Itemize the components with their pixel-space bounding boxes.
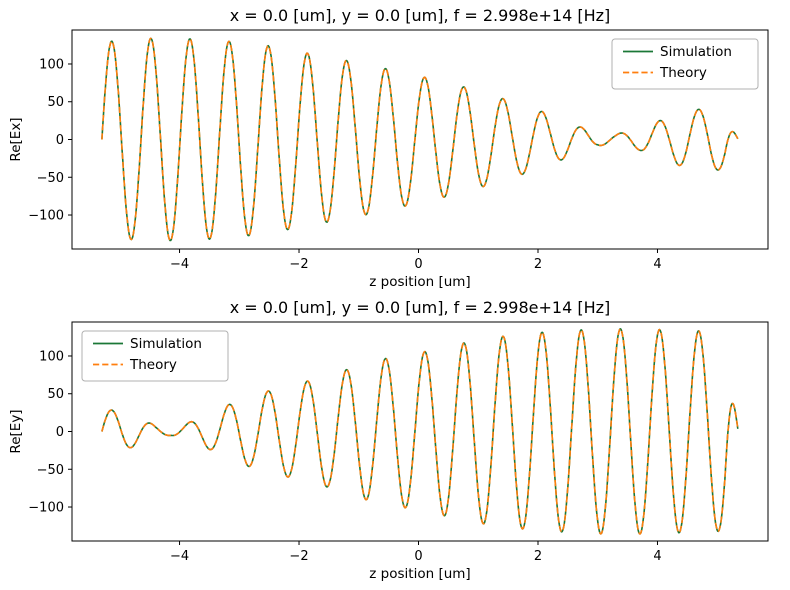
y-tick-label: −100 xyxy=(28,501,64,516)
curves-group xyxy=(101,37,739,242)
x-axis-label: z position [um] xyxy=(369,274,470,290)
y-tick-label: −100 xyxy=(28,209,64,224)
theory-line xyxy=(101,37,739,242)
x-tick-label: −2 xyxy=(289,549,308,564)
subplot-ex-title: x = 0.0 [um], y = 0.0 [um], f = 2.998e+1… xyxy=(229,6,611,25)
y-axis-label: Re[Ey] xyxy=(8,409,24,453)
legend-label: Simulation xyxy=(660,44,732,60)
y-tick-label: 100 xyxy=(39,349,64,364)
x-tick-label: −4 xyxy=(170,257,189,272)
x-tick-label: −2 xyxy=(289,257,308,272)
x-tick-label: 4 xyxy=(653,257,661,272)
y-tick-label: 100 xyxy=(39,57,64,72)
x-tick-label: 4 xyxy=(653,549,661,564)
y-tick-label: 50 xyxy=(47,95,64,110)
y-axis-label: Re[Ex] xyxy=(8,117,24,161)
x-tick-label: 2 xyxy=(534,549,542,564)
simulation-line xyxy=(101,328,739,535)
y-tick-label: 50 xyxy=(47,387,64,402)
legend-label: Simulation xyxy=(130,336,202,352)
y-tick-label: 0 xyxy=(56,425,64,440)
y-tick-label: −50 xyxy=(37,171,64,186)
y-tick-label: −50 xyxy=(37,463,64,478)
x-tick-label: 0 xyxy=(414,549,422,564)
y-tick-label: 0 xyxy=(56,133,64,148)
x-tick-label: 2 xyxy=(534,257,542,272)
x-tick-label: −4 xyxy=(170,549,189,564)
legend-label: Theory xyxy=(659,65,707,81)
x-tick-label: 0 xyxy=(414,257,422,272)
curves-group xyxy=(101,328,739,535)
legend-label: Theory xyxy=(129,357,177,373)
x-axis-label: z position [um] xyxy=(369,566,470,582)
subplot-ey-title: x = 0.0 [um], y = 0.0 [um], f = 2.998e+1… xyxy=(229,298,611,317)
